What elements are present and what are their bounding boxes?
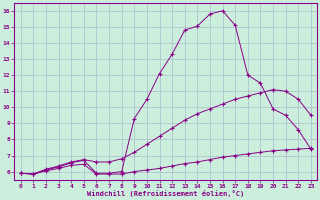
X-axis label: Windchill (Refroidissement éolien,°C): Windchill (Refroidissement éolien,°C) bbox=[87, 190, 244, 197]
